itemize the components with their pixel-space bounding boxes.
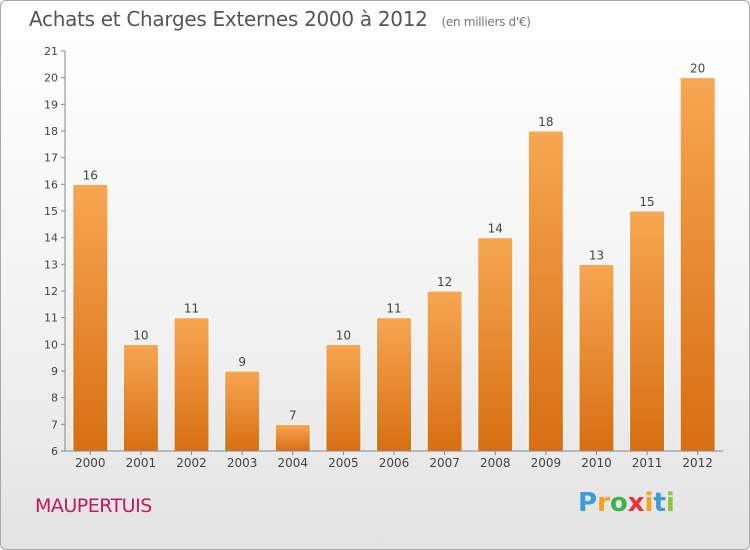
logo-letter: P [578, 488, 598, 518]
data-label: 15 [639, 195, 654, 209]
y-tick-label: 6 [51, 445, 58, 458]
bar [629, 210, 666, 452]
y-tick-label: 15 [44, 205, 58, 218]
logo-letter: t [653, 488, 666, 518]
bar [578, 263, 615, 452]
bar [274, 423, 311, 452]
chart-title: Achats et Charges Externes 2000 à 2012 (e… [29, 7, 531, 31]
proxiti-logo: Proxiti [578, 488, 675, 518]
logo-letter: o [609, 488, 628, 518]
logo-letter: i [665, 488, 675, 518]
x-tick-label: 2012 [682, 456, 713, 470]
bar [173, 317, 210, 452]
x-tick-label: 2006 [379, 456, 410, 470]
y-tick-label: 16 [44, 178, 58, 191]
x-tick-label: 2003 [227, 456, 258, 470]
bar [72, 183, 109, 452]
y-tick-label: 12 [44, 285, 58, 298]
data-label: 11 [184, 302, 199, 316]
y-tick-label: 19 [44, 98, 58, 111]
data-label: 18 [538, 115, 553, 129]
x-tick-label: 2001 [126, 456, 157, 470]
logo-letter: x [627, 488, 645, 518]
y-tick-label: 20 [44, 72, 58, 85]
x-tick-label: 2002 [176, 456, 207, 470]
bar [224, 370, 261, 452]
y-tick-label: 7 [51, 418, 58, 431]
data-label: 10 [336, 328, 351, 342]
y-tick-label: 21 [44, 45, 58, 58]
x-tick-label: 2010 [581, 456, 612, 470]
chart-subtitle: (en milliers d'€) [441, 15, 531, 29]
y-tick-label: 10 [44, 338, 58, 351]
x-tick-label: 2007 [429, 456, 460, 470]
chart-title-text: Achats et Charges Externes 2000 à 2012 [29, 7, 428, 31]
bar [325, 343, 362, 452]
y-tick-label: 14 [44, 232, 58, 245]
data-label: 13 [589, 248, 604, 262]
bar [477, 237, 514, 452]
bar [527, 130, 564, 452]
y-tick-label: 11 [44, 312, 58, 325]
y-tick-label: 17 [44, 152, 58, 165]
data-label: 7 [289, 408, 297, 422]
y-tick-label: 13 [44, 258, 58, 271]
x-tick-label: 2000 [75, 456, 106, 470]
bar [426, 290, 463, 452]
x-tick-label: 2008 [480, 456, 511, 470]
x-tick-label: 2004 [277, 456, 308, 470]
logo-letter: r [597, 488, 610, 518]
data-label: 20 [690, 62, 705, 76]
data-label: 16 [83, 168, 98, 182]
x-tick-label: 2005 [328, 456, 359, 470]
y-tick-label: 9 [51, 365, 58, 378]
data-label: 14 [488, 222, 503, 236]
logo-letter: i [644, 488, 654, 518]
x-tick-label: 2011 [632, 456, 663, 470]
bar [376, 317, 412, 452]
data-label: 11 [386, 302, 401, 316]
data-label: 9 [238, 355, 246, 369]
y-tick-label: 18 [44, 125, 58, 138]
commune-name: MAUPERTUIS [35, 495, 152, 517]
data-label: 10 [133, 328, 148, 342]
bar [122, 343, 159, 452]
x-tick-label: 2009 [531, 456, 562, 470]
bar [679, 77, 716, 452]
y-tick-label: 8 [51, 392, 58, 405]
data-label: 12 [437, 275, 452, 289]
